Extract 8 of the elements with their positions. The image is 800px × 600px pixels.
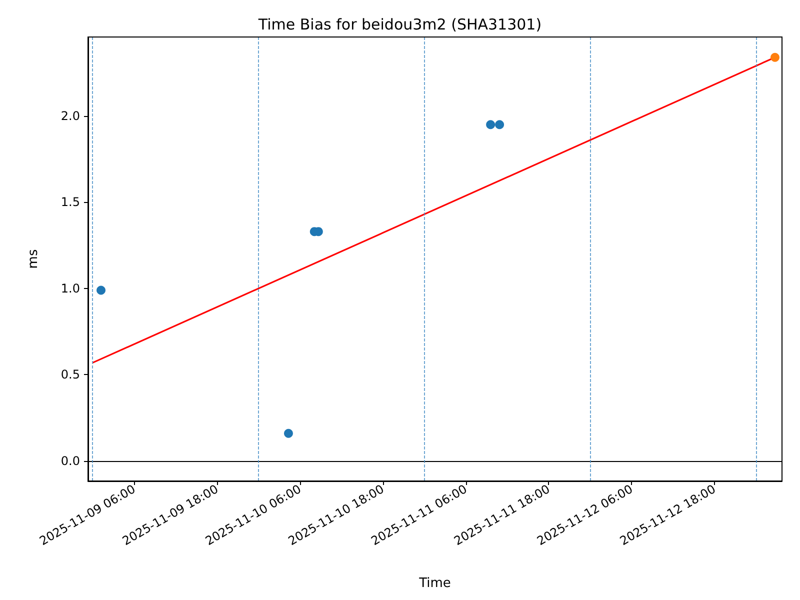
- y-tick-label: 0.0: [60, 454, 80, 468]
- y-axis-title: ms: [26, 249, 41, 269]
- y-tick-label: 1.5: [60, 195, 80, 210]
- chart-title: Time Bias for beidou3m2 (SHA31301): [257, 16, 542, 34]
- y-tick-label: 0.5: [60, 368, 80, 382]
- y-tick-label: 2.0: [60, 109, 80, 123]
- x-axis-title: Time: [418, 576, 451, 591]
- y-tick-label: 1.0: [60, 281, 80, 296]
